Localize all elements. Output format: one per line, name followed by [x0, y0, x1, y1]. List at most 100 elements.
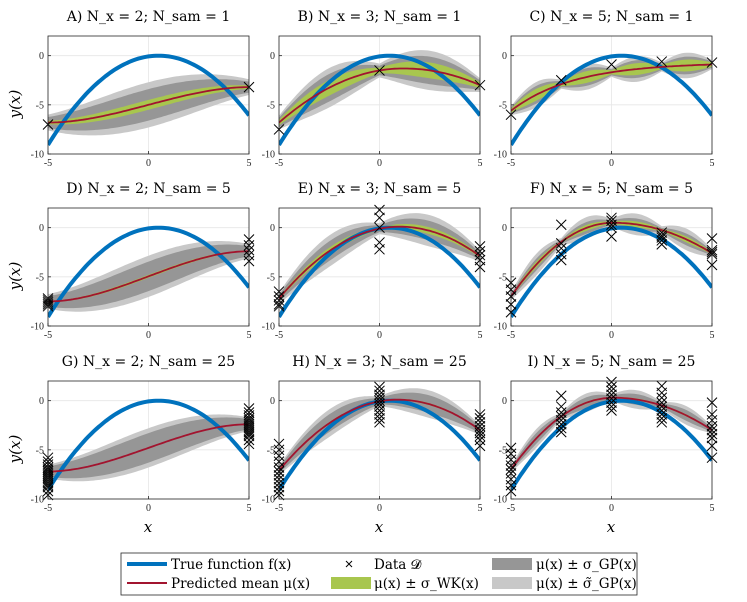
panel-e-ytick-label: -10: [262, 322, 275, 333]
panel-a-ytick-label: 0: [39, 51, 44, 62]
panel-a-title: A) N_x = 2; N_sam = 1: [66, 9, 230, 25]
panel-e-data-point: [374, 204, 385, 216]
panel-e-data-point: [374, 222, 385, 234]
panel-f-ytick-label: -10: [494, 322, 507, 333]
panel-g-true-function-line: [48, 398, 249, 491]
panel-h-data-point: [374, 392, 385, 404]
panel-f-data-point: [656, 239, 668, 250]
panel-d-ytick-label: -5: [36, 272, 44, 283]
panel-h-ytick-label: -10: [262, 495, 275, 506]
legend-wk-band-label: μ(x) ± σ_WK(x): [374, 576, 479, 592]
panel-e-predicted-mean-line: [279, 225, 480, 300]
legend-data-label: Data 𝓓: [374, 557, 423, 573]
panel-f-data-point: [656, 235, 668, 246]
panel-i-data-point: [555, 411, 567, 422]
panel-h-xtick-label: -5: [275, 503, 283, 514]
panel-c-data-point: [606, 59, 617, 70]
panel-d-true-function-line: [48, 225, 249, 318]
panel-b-true-function-line: [279, 53, 480, 146]
panel-i-data-point: [656, 397, 668, 408]
panel-c: -5 0 50-5-10C) N_x = 5; N_sam = 1: [494, 9, 718, 169]
panel-f-true-function-line: [511, 225, 712, 318]
panel-f-ytick-label: 0: [502, 223, 507, 234]
panel-h-data-point: [374, 409, 385, 420]
panel-i-true-function-line: [511, 398, 712, 491]
panel-i-data-point: [656, 401, 668, 412]
panel-e-title: E) N_x = 3; N_sam = 5: [298, 181, 462, 197]
panel-c-xtick-label: 5: [710, 158, 715, 169]
panel-a-ytick-label: -5: [36, 100, 44, 111]
panel-i-data-point: [606, 376, 617, 388]
panel-f-data-point: [555, 242, 567, 254]
panel-h-ytick-label: 0: [270, 396, 275, 407]
panel-h-data-point: [374, 389, 385, 401]
panel-d-xtick-label: 0: [146, 330, 151, 341]
legend-wk-band-swatch: [331, 577, 371, 589]
panel-b-title: B) N_x = 3; N_sam = 1: [298, 9, 462, 25]
panel-e-ytick-label: -5: [267, 272, 275, 283]
panel-f-data-point: [555, 248, 567, 260]
panels-group: -5 0 50-5-10A) N_x = 2; N_sam = 1-5 0 50-5-1…: [31, 9, 718, 514]
panel-i-ytick-label: -5: [499, 445, 507, 456]
legend-gp-tilde-band-swatch: [492, 577, 532, 589]
panel-i-data-point: [555, 422, 567, 434]
panel-i-data-point: [606, 401, 617, 412]
panel-g: -5 0 50-5-10G) N_x = 2; N_sam = 25: [31, 354, 255, 514]
panel-d-plot-area: [48, 225, 249, 318]
panel-a-xtick-label: 5: [247, 158, 252, 169]
legend-box: [120, 552, 638, 596]
panel-i-data-point: [656, 405, 668, 416]
panel-i-xtick-label: -5: [507, 503, 515, 514]
panel-f-gp-tilde-band: [511, 213, 712, 301]
panel-b-wk-band: [279, 61, 480, 126]
x-axis-label-col3: x: [607, 518, 616, 536]
panel-g-title: G) N_x = 2; N_sam = 25: [62, 354, 235, 370]
panel-i-data-point: [656, 392, 668, 404]
panel-f-data-point: [606, 231, 617, 242]
panel-a-true-function-line: [48, 53, 249, 146]
panel-c-title: C) N_x = 5; N_sam = 1: [529, 9, 693, 25]
panel-f-xtick-label: -5: [507, 330, 515, 341]
panel-h-data-point: [374, 381, 385, 393]
panel-i: -5 0 50-5-10I) N_x = 5; N_sam = 25: [494, 354, 718, 514]
panel-i-data-point: [555, 390, 567, 402]
panel-h-data-point: [374, 413, 385, 424]
panel-a-xtick-label: 0: [146, 158, 151, 169]
panel-i-ytick-label: -10: [494, 495, 507, 506]
panel-f-xtick-label: 0: [609, 330, 614, 341]
panel-b-xtick-label: 5: [478, 158, 483, 169]
y-axis-label-row1: y(x): [6, 90, 24, 120]
panel-b-ytick-label: -10: [262, 150, 275, 161]
panel-f-predicted-mean-line: [511, 221, 712, 298]
x-axis-label-col1: x: [144, 518, 153, 536]
panel-b-xtick-label: 0: [377, 158, 382, 169]
panel-e-ytick-label: 0: [270, 223, 275, 234]
panel-g-ytick-label: -5: [36, 445, 44, 456]
panel-i-data-point: [656, 387, 668, 399]
panel-d-xtick-label: -5: [44, 330, 52, 341]
y-axis-label-row3: y(x): [6, 435, 24, 465]
panel-h-title: H) N_x = 3; N_sam = 25: [292, 354, 466, 370]
legend-mean-label: Predicted mean μ(x): [171, 576, 310, 592]
panel-g-predicted-mean-line: [48, 423, 249, 473]
panel-h-data-point: [374, 395, 385, 407]
panel-g-ytick-label: 0: [39, 396, 44, 407]
panel-i-data-point: [656, 409, 668, 420]
panel-a-ytick-label: -10: [31, 150, 44, 161]
panel-i-data-point: [555, 401, 567, 412]
panel-i-data-point: [606, 389, 617, 401]
panel-a-xtick-label: -5: [44, 158, 52, 169]
panel-f-data-point: [606, 219, 617, 231]
panel-c-predicted-mean-line: [511, 63, 712, 112]
x-axis-label-col2: x: [375, 518, 384, 536]
panel-e-xtick-label: 0: [377, 330, 382, 341]
panel-e-data-point: [374, 212, 385, 224]
panel-h-ytick-label: -5: [267, 445, 275, 456]
y-axis-label-row2: y(x): [6, 262, 24, 292]
panel-b-ytick-label: 0: [270, 51, 275, 62]
panel-i-predicted-mean-line: [511, 396, 712, 471]
panel-i-data-point: [555, 414, 567, 426]
legend-gp-tilde-band-label: μ(x) ± σ̃_GP(x): [536, 576, 637, 592]
panel-i-data-point: [555, 426, 567, 438]
panel-d-ytick-label: 0: [39, 223, 44, 234]
